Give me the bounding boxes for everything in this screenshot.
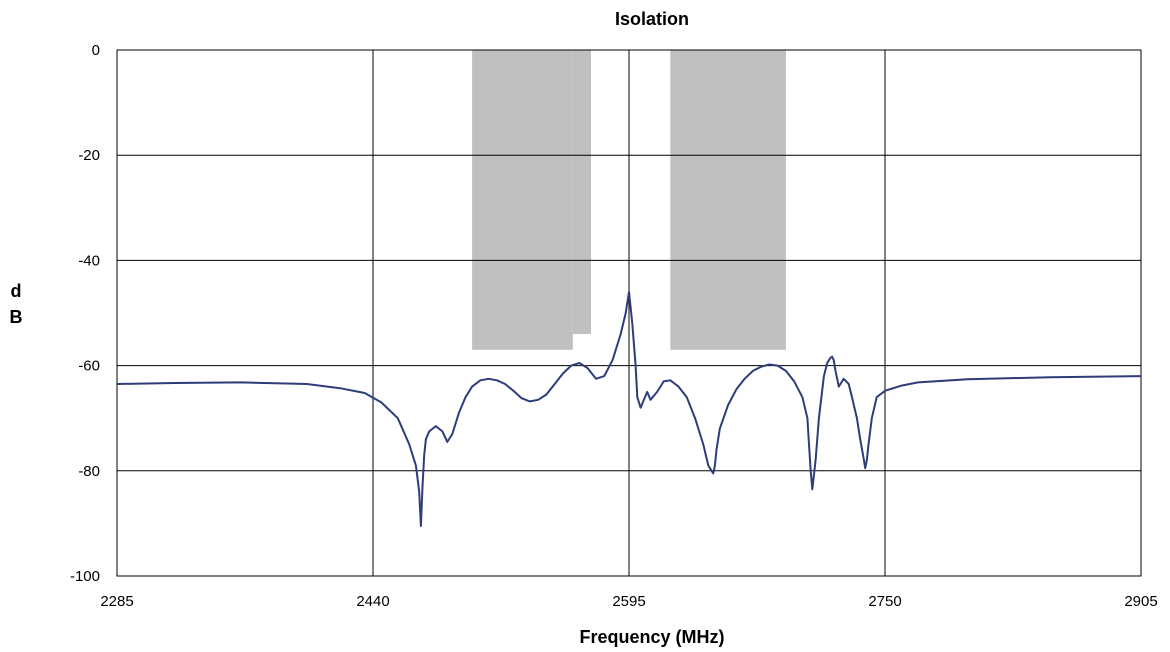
- shaded-bands: [472, 50, 786, 350]
- shaded-band: [472, 50, 573, 350]
- x-tick-label: 2440: [356, 593, 389, 610]
- y-tick-label: -20: [78, 147, 100, 164]
- x-tick-label: 2750: [868, 593, 901, 610]
- y-tick-label: 0: [92, 42, 100, 59]
- x-axis-label: Frequency (MHz): [579, 627, 724, 647]
- y-tick-labels: 0 -20 -40 -60 -80 -100: [70, 42, 100, 585]
- x-tick-labels: 2285 2440 2595 2750 2905: [100, 593, 1157, 610]
- y-tick-label: -40: [78, 252, 100, 269]
- shaded-band: [670, 50, 786, 350]
- y-tick-label: -100: [70, 568, 100, 585]
- x-tick-label: 2595: [612, 593, 645, 610]
- chart-title: Isolation: [615, 9, 689, 29]
- series-line: [116, 291, 1142, 527]
- y-tick-label: -60: [78, 358, 100, 375]
- shaded-band: [572, 50, 592, 335]
- grid-lines: [117, 50, 1141, 576]
- y-tick-label: -80: [78, 463, 100, 480]
- x-tick-label: 2285: [100, 593, 133, 610]
- plot-frame: [116, 49, 1142, 577]
- series-group: [116, 291, 1142, 527]
- x-tick-label: 2905: [1124, 593, 1157, 610]
